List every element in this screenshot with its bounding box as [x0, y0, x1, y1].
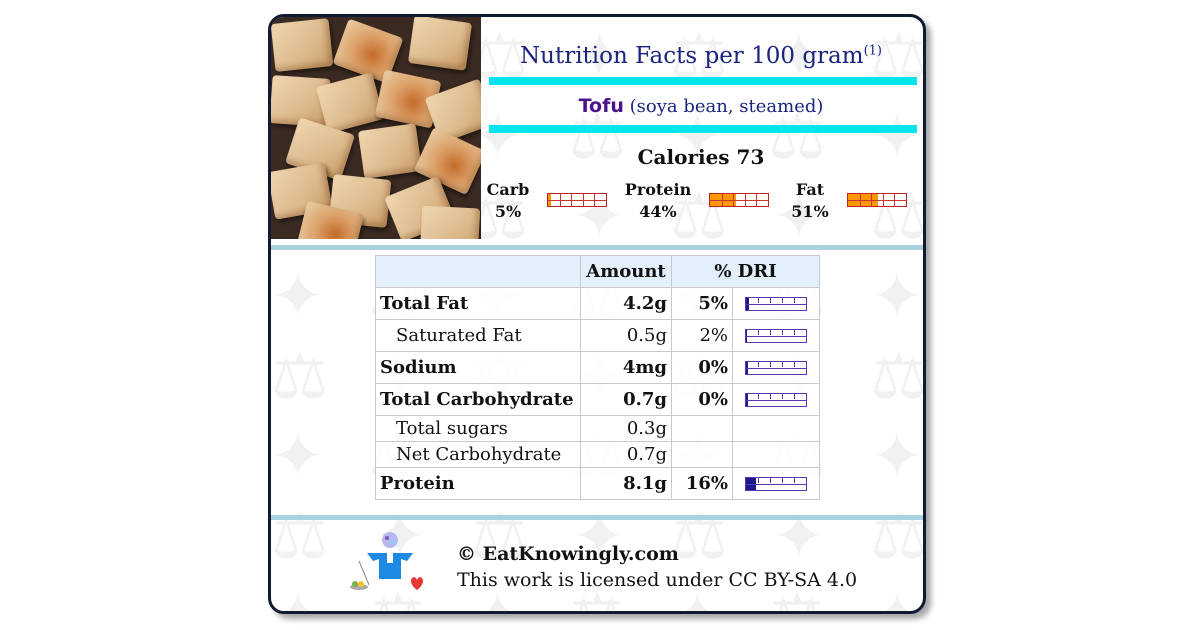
row-amount: 0.7g	[580, 383, 672, 416]
macro-carb-bar	[547, 193, 607, 207]
row-amount: 0.3g	[580, 415, 672, 442]
table-row: Total Carbohydrate 0.7g 0%	[375, 383, 820, 416]
row-name: Total Carbohydrate	[375, 383, 581, 416]
row-dri: 0%	[671, 351, 733, 384]
cyan-rule-bottom	[489, 125, 917, 133]
macro-carb-label: Carb	[486, 180, 530, 199]
row-dri-bar-cell	[732, 319, 820, 352]
row-name: Saturated Fat	[375, 319, 581, 352]
nutrition-card: ⚖ ✦ ⚖ ✦ ⚖ ✦ ⚖ ✦ ⚖ ✦ ⚖ ✦ ⚖ ✦ ⚖ ✦ ⚖ ✦ ⚖ ✦ …	[268, 14, 926, 614]
macro-fat: Fat 51%	[787, 179, 833, 223]
dri-bar	[745, 360, 807, 375]
row-dri: 0%	[671, 383, 733, 416]
row-name: Protein	[375, 467, 581, 500]
macro-carb-percent: 5%	[494, 202, 522, 221]
row-amount: 4.2g	[580, 287, 672, 320]
eatknowingly-logo-icon	[350, 532, 423, 590]
table-row: Sodium 4mg 0%	[375, 351, 820, 384]
macro-fat-percent: 51%	[791, 202, 829, 221]
header-amount: Amount	[580, 255, 672, 288]
macro-fat-label: Fat	[795, 180, 825, 199]
header-dri: % DRI	[671, 255, 820, 288]
dri-bar	[745, 296, 807, 311]
dri-bar	[745, 392, 807, 407]
row-dri: 2%	[671, 319, 733, 352]
food-name-line: Tofu (soya bean, steamed)	[491, 95, 911, 117]
nutrition-table: Amount % DRI Total Fat 4.2g 5% Saturated…	[375, 255, 820, 500]
row-dri-bar-cell	[732, 351, 820, 384]
row-name: Sodium	[375, 351, 581, 384]
row-amount: 4mg	[580, 351, 672, 384]
row-dri: 16%	[671, 467, 733, 500]
table-row: Total Fat 4.2g 5%	[375, 287, 820, 320]
macro-protein: Protein 44%	[623, 179, 693, 223]
row-dri-bar-cell	[732, 383, 820, 416]
macro-fat-bar	[847, 193, 907, 207]
food-photo	[271, 17, 481, 239]
row-amount: 8.1g	[580, 467, 672, 500]
nutrition-title: Nutrition Facts per 100 gram(1)	[520, 43, 882, 69]
cyan-rule-top	[489, 77, 917, 85]
row-amount: 0.5g	[580, 319, 672, 352]
food-name: Tofu	[578, 95, 624, 117]
section-divider-top	[271, 245, 923, 250]
dri-bar	[745, 328, 807, 343]
table-header-row: Amount % DRI	[375, 255, 820, 288]
row-name: Total sugars	[375, 415, 581, 442]
row-dri-bar-cell	[732, 287, 820, 320]
macro-protein-percent: 44%	[639, 202, 677, 221]
row-name: Net Carbohydrate	[375, 441, 581, 468]
footer-license: This work is licensed under CC BY-SA 4.0	[457, 569, 858, 591]
table-row: Saturated Fat 0.5g 2%	[375, 319, 820, 352]
row-amount: 0.7g	[580, 441, 672, 468]
food-description: (soya bean, steamed)	[629, 96, 824, 117]
row-dri-bar-cell	[732, 415, 820, 442]
row-name: Total Fat	[375, 287, 581, 320]
footer-copyright: © EatKnowingly.com	[457, 543, 679, 565]
row-dri	[671, 441, 733, 468]
section-divider-bottom	[271, 515, 923, 520]
row-dri: 5%	[671, 287, 733, 320]
calories-label: Calories 73	[637, 145, 765, 169]
table-row: Net Carbohydrate 0.7g	[375, 441, 820, 468]
macro-protein-bar	[709, 193, 769, 207]
row-dri-bar-cell	[732, 467, 820, 500]
header-name	[375, 255, 581, 288]
dri-bar	[745, 476, 807, 491]
row-dri	[671, 415, 733, 442]
row-dri-bar-cell	[732, 441, 820, 468]
macro-carb: Carb 5%	[485, 179, 531, 223]
title-footnote-ref: (1)	[863, 43, 882, 59]
table-row: Protein 8.1g 16%	[375, 467, 820, 500]
table-row: Total sugars 0.3g	[375, 415, 820, 442]
macro-protein-label: Protein	[624, 180, 692, 199]
